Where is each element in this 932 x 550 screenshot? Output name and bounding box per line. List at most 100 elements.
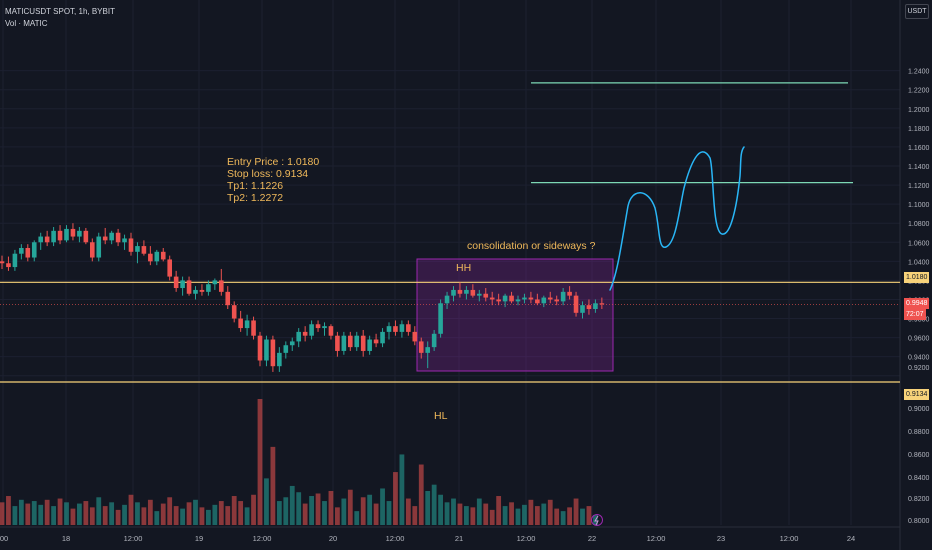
candle-body bbox=[238, 318, 243, 329]
candle-body bbox=[70, 228, 76, 237]
volume-bar bbox=[451, 498, 456, 525]
volume-bar bbox=[147, 499, 153, 525]
candle-body bbox=[489, 297, 495, 300]
candle-body bbox=[141, 246, 147, 254]
volume-bar bbox=[438, 494, 443, 525]
candle-body bbox=[567, 291, 572, 296]
volume-bar bbox=[431, 484, 437, 525]
candle-body bbox=[193, 289, 198, 294]
volume-bar bbox=[212, 504, 218, 525]
candle-body bbox=[44, 236, 50, 243]
volume-bar bbox=[77, 503, 82, 525]
candle-body bbox=[522, 297, 527, 300]
volume-bar bbox=[335, 507, 340, 525]
candle-body bbox=[96, 236, 102, 258]
volume-bar bbox=[457, 503, 463, 525]
candle-body bbox=[464, 289, 469, 294]
candle-body bbox=[51, 230, 56, 243]
volume-bar bbox=[476, 498, 482, 525]
price-axis-label: 0.9000 bbox=[908, 406, 930, 413]
volume-bar bbox=[367, 494, 373, 525]
volume-bar bbox=[128, 494, 134, 525]
candle-body bbox=[560, 291, 566, 302]
volume-bar bbox=[238, 501, 244, 525]
candle-body bbox=[180, 280, 185, 289]
lightning-icon-bolt bbox=[594, 515, 599, 526]
volume-bar bbox=[51, 506, 56, 525]
stop-price-tag: 0.9134 bbox=[904, 389, 930, 400]
volume-bar bbox=[96, 497, 102, 525]
volume-bar bbox=[31, 501, 37, 525]
tp1-note: Tp1: 1.1226 bbox=[227, 180, 284, 192]
candle-body bbox=[593, 303, 598, 310]
volume-bar bbox=[302, 503, 308, 525]
candle-body bbox=[457, 289, 463, 294]
time-axis-label: 20 bbox=[329, 534, 337, 543]
candle-body bbox=[57, 230, 63, 241]
currency-button[interactable]: USDT bbox=[905, 4, 929, 19]
price-axis-label: 0.9800 bbox=[908, 317, 930, 324]
volume-bar bbox=[160, 503, 166, 525]
candle-body bbox=[31, 242, 37, 258]
volume-bar bbox=[373, 503, 379, 525]
time-axis-label: 12:00 bbox=[517, 534, 536, 543]
candle-body bbox=[451, 289, 456, 296]
time-axis-label: 19 bbox=[195, 534, 203, 543]
candle-body bbox=[231, 305, 237, 319]
candle-body bbox=[148, 253, 153, 262]
candle-body bbox=[283, 345, 289, 353]
volume-bar bbox=[44, 499, 50, 525]
candle-body bbox=[348, 335, 353, 348]
candle-body bbox=[399, 324, 405, 332]
candle-body bbox=[483, 293, 489, 298]
volume-bar bbox=[38, 504, 44, 525]
candle-body bbox=[360, 335, 366, 351]
volume-bar bbox=[89, 507, 95, 525]
candle-body bbox=[322, 326, 327, 329]
volume-bar bbox=[522, 504, 527, 525]
candle-body bbox=[167, 259, 172, 277]
volume-bar bbox=[135, 502, 140, 525]
volume-bar bbox=[173, 506, 179, 525]
candle-body bbox=[19, 247, 24, 254]
time-axis-label: 22 bbox=[588, 534, 596, 543]
candle-body bbox=[257, 335, 263, 361]
entry-price-tag: 1.0180 bbox=[904, 272, 930, 283]
volume-bar bbox=[418, 464, 424, 525]
price-axis-label: 0.9600 bbox=[908, 336, 930, 343]
volume-bar bbox=[18, 499, 24, 525]
time-axis-label: 12:00 bbox=[780, 534, 799, 543]
volume-bar bbox=[405, 498, 411, 525]
candle-body bbox=[444, 295, 450, 304]
volume-bar bbox=[225, 506, 231, 525]
price-axis-label: 0.9200 bbox=[908, 365, 930, 372]
volume-bar bbox=[534, 506, 540, 525]
candle-body bbox=[554, 299, 559, 302]
volume-bar bbox=[586, 506, 592, 525]
candle-body bbox=[6, 263, 11, 268]
volume-bar bbox=[393, 472, 398, 525]
volume-bar bbox=[70, 508, 76, 525]
candle-body bbox=[38, 236, 43, 243]
volume-legend[interactable]: Vol · MATIC bbox=[5, 19, 48, 28]
volume-bar bbox=[83, 501, 89, 525]
volume-bar bbox=[186, 502, 192, 525]
hh-label: HH bbox=[456, 262, 472, 274]
candle-body bbox=[309, 324, 314, 336]
candle-body bbox=[431, 333, 437, 348]
volume-bar bbox=[115, 509, 121, 525]
volume-bar bbox=[554, 508, 560, 525]
candle-body bbox=[418, 341, 424, 353]
tp2-note: Tp2: 1.2272 bbox=[227, 192, 284, 204]
symbol-legend[interactable]: MATICUSDT SPOT, 1h, BYBIT bbox=[5, 7, 115, 16]
hl-label: HL bbox=[434, 410, 448, 422]
price-axis-label: 0.8000 bbox=[908, 518, 930, 525]
time-axis-label: 12:00 bbox=[124, 534, 143, 543]
volume-bar bbox=[206, 509, 211, 525]
volume-bar bbox=[251, 494, 256, 525]
volume-bar bbox=[6, 496, 11, 525]
candle-body bbox=[335, 335, 340, 351]
price-axis-label: 1.0800 bbox=[908, 221, 930, 228]
price-axis-label: 1.0600 bbox=[908, 240, 930, 247]
